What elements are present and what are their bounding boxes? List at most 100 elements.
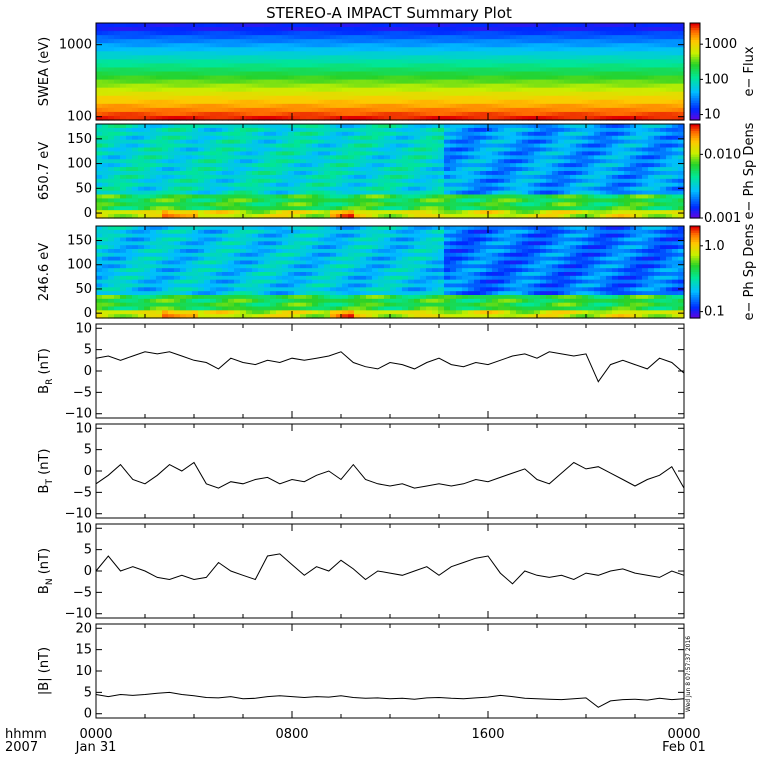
heatmap-column xyxy=(618,23,625,121)
heatmap-cell xyxy=(156,183,163,188)
heatmap-cell xyxy=(264,124,271,129)
heatmap-cell xyxy=(630,167,637,172)
heatmap-cell xyxy=(264,171,271,176)
heatmap-cell xyxy=(120,84,127,89)
heatmap-cell xyxy=(348,136,355,141)
heatmap-cell xyxy=(210,148,217,153)
heatmap-cell xyxy=(180,198,187,203)
heatmap-cell xyxy=(114,198,121,203)
heatmap-cell xyxy=(486,163,493,168)
heatmap-cell xyxy=(546,51,553,56)
heatmap-cell xyxy=(606,55,613,60)
heatmap-column xyxy=(660,23,667,121)
heatmap-cell xyxy=(504,179,511,184)
heatmap-cell xyxy=(114,23,121,28)
heatmap-cell xyxy=(258,76,265,81)
heatmap-cell xyxy=(324,84,331,89)
heatmap-cell xyxy=(474,148,481,153)
heatmap-cell xyxy=(582,124,589,129)
heatmap-cell xyxy=(126,195,133,200)
heatmap-cell xyxy=(204,187,211,192)
heatmap-column xyxy=(288,23,295,121)
heatmap-cell xyxy=(612,144,619,149)
heatmap-cell xyxy=(282,88,289,93)
heatmap-cell xyxy=(132,23,139,28)
heatmap-cell xyxy=(552,179,559,184)
heatmap-cell xyxy=(306,148,313,153)
heatmap-cell xyxy=(672,31,679,36)
heatmap-cell xyxy=(456,128,463,133)
heatmap-cell xyxy=(390,88,397,93)
heatmap-cell xyxy=(552,136,559,141)
heatmap-cell xyxy=(546,206,553,211)
heatmap-cell xyxy=(546,112,553,117)
heatmap-cell xyxy=(576,104,583,109)
heatmap-cell xyxy=(282,31,289,36)
heatmap-cell xyxy=(330,43,337,48)
heatmap-cell xyxy=(120,171,127,176)
heatmap-column xyxy=(324,23,331,121)
heatmap-cell xyxy=(252,144,259,149)
heatmap-cell xyxy=(102,104,109,109)
heatmap-cell xyxy=(444,108,451,113)
heatmap-cell xyxy=(378,167,385,172)
heatmap-cell xyxy=(318,187,325,192)
heatmap-cell xyxy=(198,148,205,153)
heatmap-cell xyxy=(396,167,403,172)
heatmap-column xyxy=(258,23,265,121)
heatmap-column xyxy=(294,124,301,219)
heatmap-cell xyxy=(252,63,259,68)
heatmap-cell xyxy=(132,124,139,129)
heatmap-cell xyxy=(438,39,445,44)
heatmap-cell xyxy=(360,183,367,188)
heatmap-cell xyxy=(426,88,433,93)
heatmap-cell xyxy=(468,136,475,141)
heatmap-column xyxy=(642,23,649,121)
heatmap-cell xyxy=(378,39,385,44)
heatmap-cell xyxy=(288,191,295,196)
heatmap-cell xyxy=(360,136,367,141)
heatmap-cell xyxy=(330,104,337,109)
heatmap-cell xyxy=(582,175,589,180)
heatmap-cell xyxy=(492,39,499,44)
heatmap-cell xyxy=(198,47,205,52)
heatmap-cell xyxy=(210,195,217,200)
heatmap-cell xyxy=(564,67,571,72)
heatmap-cell xyxy=(234,179,241,184)
heatmap-cell xyxy=(450,148,457,153)
heatmap-cell xyxy=(324,202,331,207)
heatmap-cell xyxy=(300,72,307,77)
heatmap-cell xyxy=(330,88,337,93)
heatmap-cell xyxy=(600,80,607,85)
heatmap-cell xyxy=(222,96,229,101)
heatmap-cell xyxy=(426,35,433,40)
heatmap-cell xyxy=(114,59,121,64)
heatmap-column xyxy=(384,23,391,121)
heatmap-cell xyxy=(582,210,589,215)
heatmap-cell xyxy=(480,63,487,68)
heatmap-cell xyxy=(360,23,367,28)
heatmap-cell xyxy=(600,35,607,40)
heatmap-cell xyxy=(222,88,229,93)
heatmap-cell xyxy=(576,59,583,64)
heatmap-column xyxy=(150,124,157,219)
heatmap-cell xyxy=(330,136,337,141)
heatmap-cell xyxy=(498,155,505,160)
heatmap-cell xyxy=(660,206,667,211)
heatmap-cell xyxy=(546,210,553,215)
heatmap-cell xyxy=(504,39,511,44)
heatmap-cell xyxy=(624,175,631,180)
heatmap-cell xyxy=(150,55,157,60)
heatmap-cell xyxy=(318,63,325,68)
heatmap-cell xyxy=(162,155,169,160)
heatmap-cell xyxy=(216,39,223,44)
heatmap-cell xyxy=(132,55,139,60)
heatmap-cell xyxy=(174,202,181,207)
heatmap-cell xyxy=(666,72,673,77)
heatmap-cell xyxy=(492,148,499,153)
heatmap-cell xyxy=(126,39,133,44)
heatmap-cell xyxy=(648,35,655,40)
heatmap-cell xyxy=(288,67,295,72)
heatmap-cell xyxy=(138,67,145,72)
heatmap-cell xyxy=(444,23,451,28)
